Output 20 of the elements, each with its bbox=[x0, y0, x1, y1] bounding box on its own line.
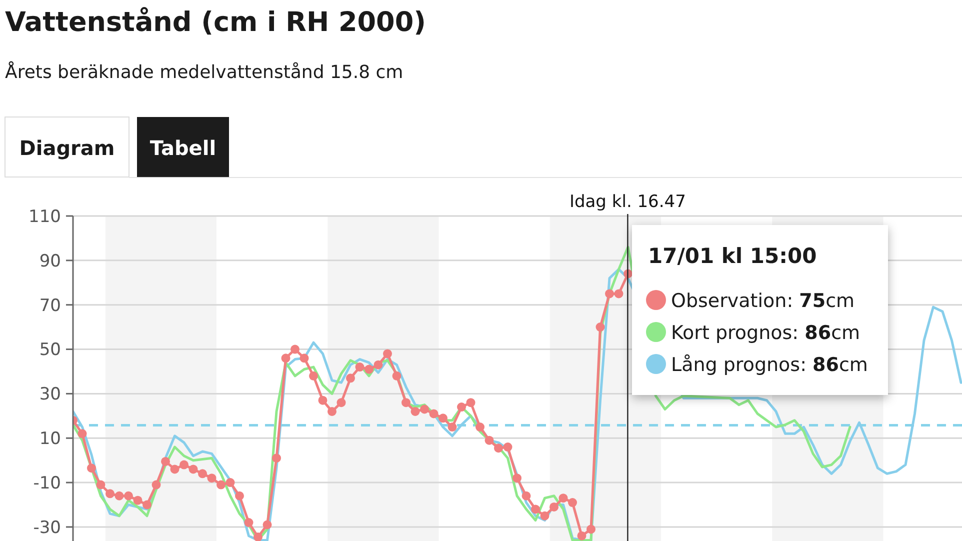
chart-title: Vattenstånd (cm i RH 2000) bbox=[5, 7, 426, 38]
y-tick-label: 30 bbox=[39, 384, 61, 405]
y-tick-label: -30 bbox=[33, 518, 61, 538]
y-tick-label: 110 bbox=[28, 206, 61, 227]
legend-label: Lång prognos bbox=[671, 354, 800, 376]
text: Idag kl. 16.47 bbox=[569, 192, 686, 212]
y-tick-label: 70 bbox=[39, 296, 61, 316]
active-tab: Diagram bbox=[4, 116, 130, 178]
chart-subtitle: Årets beräknade medelvattenstånd 15.8 cm bbox=[5, 61, 404, 83]
annotation: : 86cm bbox=[792, 322, 860, 344]
y-tick-label: 10 bbox=[39, 429, 61, 450]
annotation: : 75cm bbox=[786, 290, 855, 312]
legend-label: Observation bbox=[671, 290, 787, 312]
tab: Tabell bbox=[137, 117, 229, 177]
annotation: : 86cm bbox=[800, 354, 868, 376]
y-tick-label: 50 bbox=[39, 340, 61, 360]
legend-title: 17/01 kl 15:00 bbox=[648, 244, 817, 268]
legend-label: Kort prognos bbox=[671, 322, 792, 344]
y-tick-label: 90 bbox=[39, 251, 61, 272]
y-tick-label: -10 bbox=[33, 474, 61, 494]
